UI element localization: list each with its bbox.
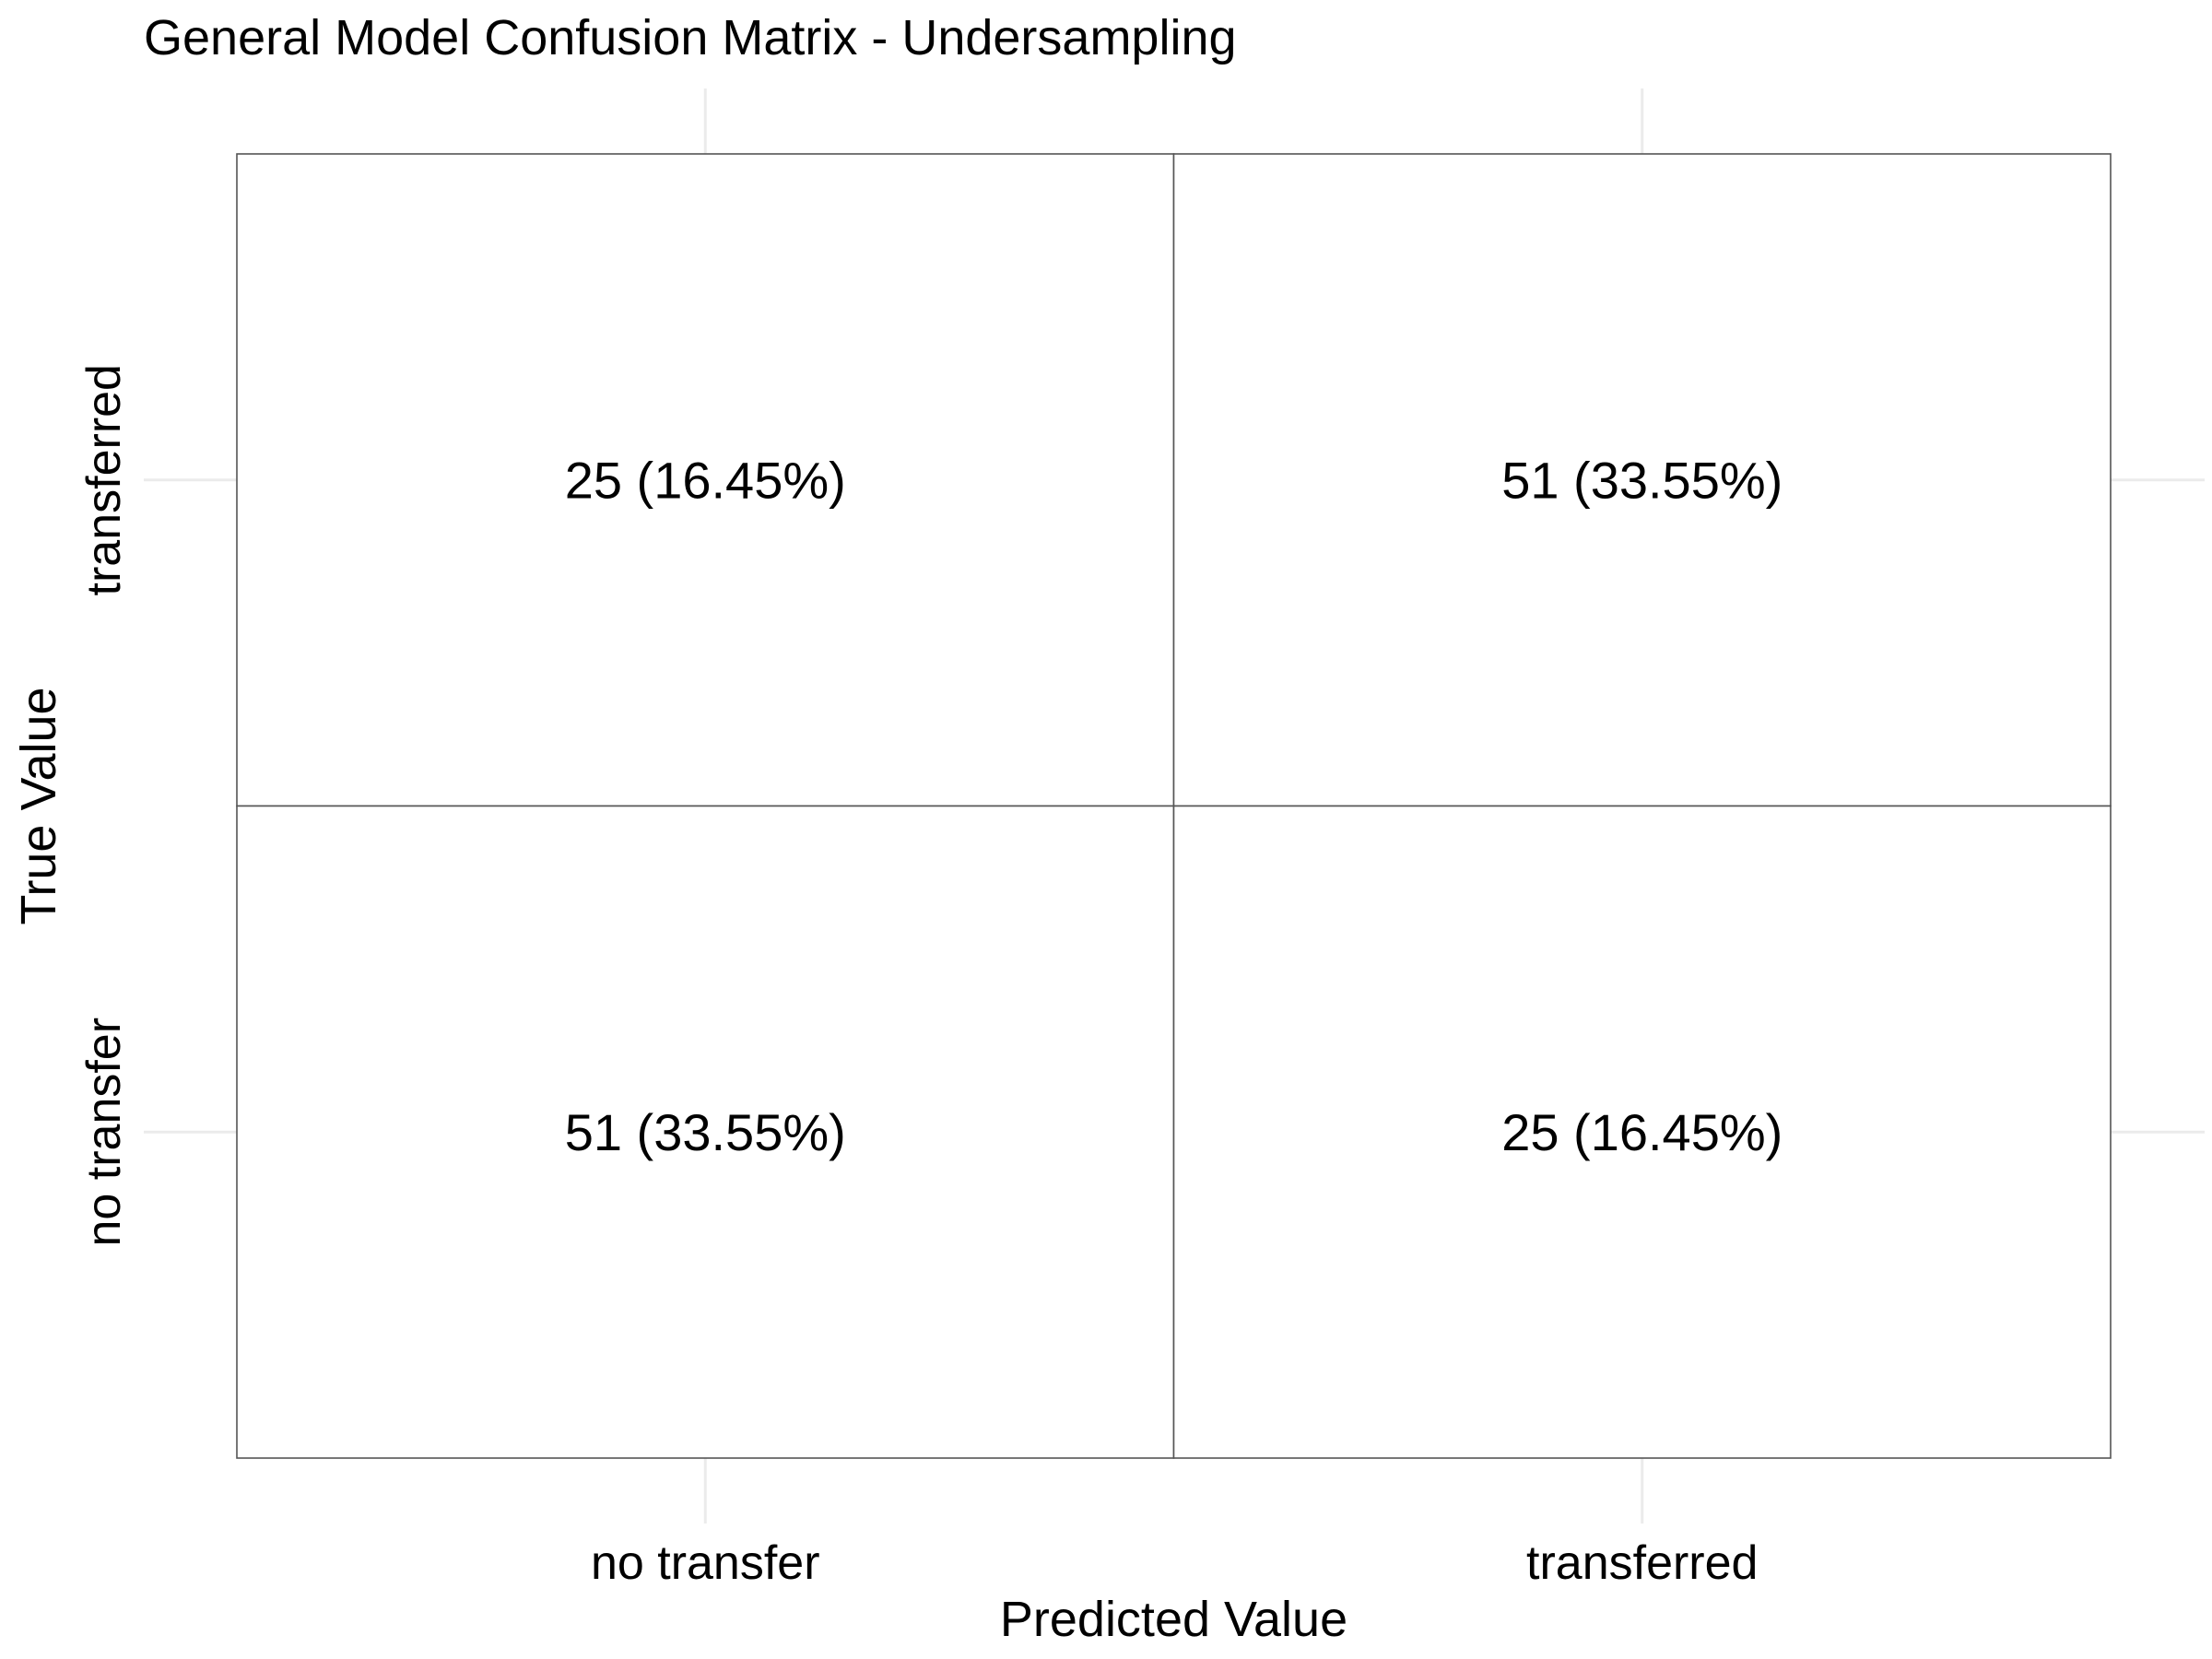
y-tick-label: no transfer	[77, 1018, 131, 1247]
matrix-cells	[236, 153, 2112, 1459]
chart-title: General Model Confusion Matrix - Undersa…	[144, 10, 1237, 65]
y-axis-title: True Value	[11, 687, 66, 924]
axes: no transfer transferred no transfer transfe…	[11, 364, 1758, 1647]
x-axis-title: Predicted Value	[1000, 1592, 1347, 1647]
cell-value-label: 51 (33.55%)	[565, 1103, 846, 1161]
cell-value-label: 51 (33.55%)	[1501, 451, 1783, 509]
matrix-cell	[1172, 805, 2112, 1459]
cell-value-label: 25 (16.45%)	[565, 451, 846, 509]
cell-labels: 25 (16.45%) 51 (33.55%) 51 (33.55%) 25 (16.…	[565, 451, 1783, 1161]
x-tick-label: no transfer	[591, 1536, 820, 1590]
cell-value-label: 25 (16.45%)	[1501, 1103, 1783, 1161]
matrix-cell	[236, 805, 1175, 1459]
matrix-cell	[1172, 153, 2112, 807]
x-tick-label: transferred	[1526, 1536, 1758, 1590]
y-tick-label: transferred	[77, 364, 131, 595]
